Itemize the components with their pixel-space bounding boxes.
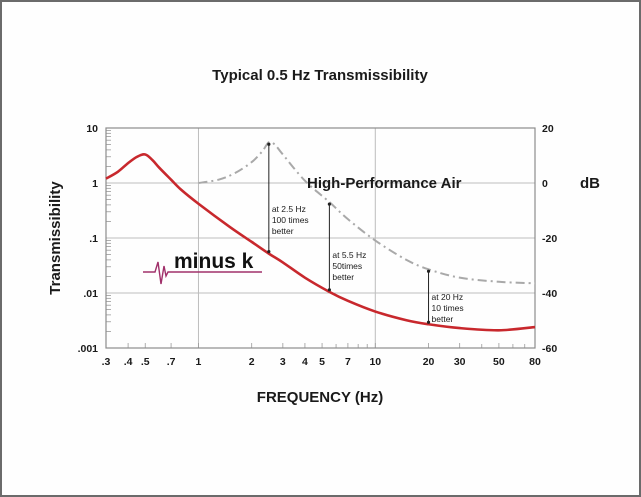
y2-tick-label: -40 — [542, 288, 557, 300]
x-tick-label: 5 — [319, 356, 325, 368]
minus-k-logo: minus k — [143, 250, 262, 285]
chart-title: Typical 0.5 Hz Transmissibility — [212, 67, 428, 84]
x-tick-label: 7 — [345, 356, 351, 368]
high-performance-air-label: High-Performance Air — [307, 175, 462, 192]
annotation-text: better — [332, 272, 354, 282]
minus-k-curve — [105, 153, 536, 332]
arrow-head-icon — [267, 250, 271, 254]
arrow-head-icon — [426, 269, 431, 273]
x-axis-ticks: .3 .4 .5 .7 1 2 3 4 5 7 10 20 30 50 80 — [102, 356, 541, 368]
arrow-head-icon — [426, 320, 431, 324]
x-tick-label: .4 — [124, 356, 133, 368]
grid-lines — [106, 128, 535, 348]
y2-axis-label: dB — [580, 175, 600, 192]
x-tick-label: 1 — [196, 356, 202, 368]
x-tick-label: 10 — [369, 356, 381, 368]
annotation-text: 10 times — [432, 303, 464, 313]
y-tick-label: .01 — [83, 288, 98, 300]
annotation-text: 50times — [332, 261, 362, 271]
y2-tick-label: -60 — [542, 343, 557, 355]
y-tick-label: .001 — [78, 343, 99, 355]
annotation-text: better — [432, 314, 454, 324]
y-tick-label: 1 — [92, 178, 98, 190]
annotation-text: at 2.5 Hz — [272, 204, 306, 214]
x-tick-label: 2 — [249, 356, 255, 368]
logo-wave-icon — [143, 261, 262, 285]
y2-axis-ticks: 20 0 -20 -40 -60 — [542, 123, 557, 355]
y-axis-ticks: 10 1 .1 .01 .001 — [78, 123, 99, 355]
x-tick-label: .5 — [141, 356, 150, 368]
y-tick-label: 10 — [86, 123, 98, 135]
annotation-text: better — [272, 226, 294, 236]
x-tick-label: 3 — [280, 356, 286, 368]
x-tick-label: .7 — [167, 356, 176, 368]
arrow-head-icon — [327, 288, 331, 292]
x-axis-label: FREQUENCY (Hz) — [257, 389, 383, 406]
logo-text: minus k — [174, 250, 254, 273]
arrow-head-icon — [267, 142, 271, 146]
x-tick-label: 20 — [423, 356, 435, 368]
annotation-text: 100 times — [272, 215, 309, 225]
y-tick-label: .1 — [89, 233, 98, 245]
x-tick-label: 4 — [302, 356, 308, 368]
y2-tick-label: 0 — [542, 178, 548, 190]
minor-ticks — [105, 130, 536, 348]
y2-tick-label: -20 — [542, 233, 557, 245]
y2-tick-label: 20 — [542, 123, 554, 135]
high-performance-air-curve — [198, 140, 536, 285]
x-tick-label: 50 — [493, 356, 505, 368]
x-tick-label: 30 — [454, 356, 466, 368]
arrow-head-icon — [327, 202, 331, 206]
annotation-text: at 5.5 Hz — [332, 250, 366, 260]
annotation-text: at 20 Hz — [432, 292, 464, 302]
x-tick-label: 80 — [529, 356, 541, 368]
x-tick-label: .3 — [102, 356, 111, 368]
plot-area-border — [105, 127, 536, 349]
y-axis-label: Transmissibility — [47, 181, 64, 295]
